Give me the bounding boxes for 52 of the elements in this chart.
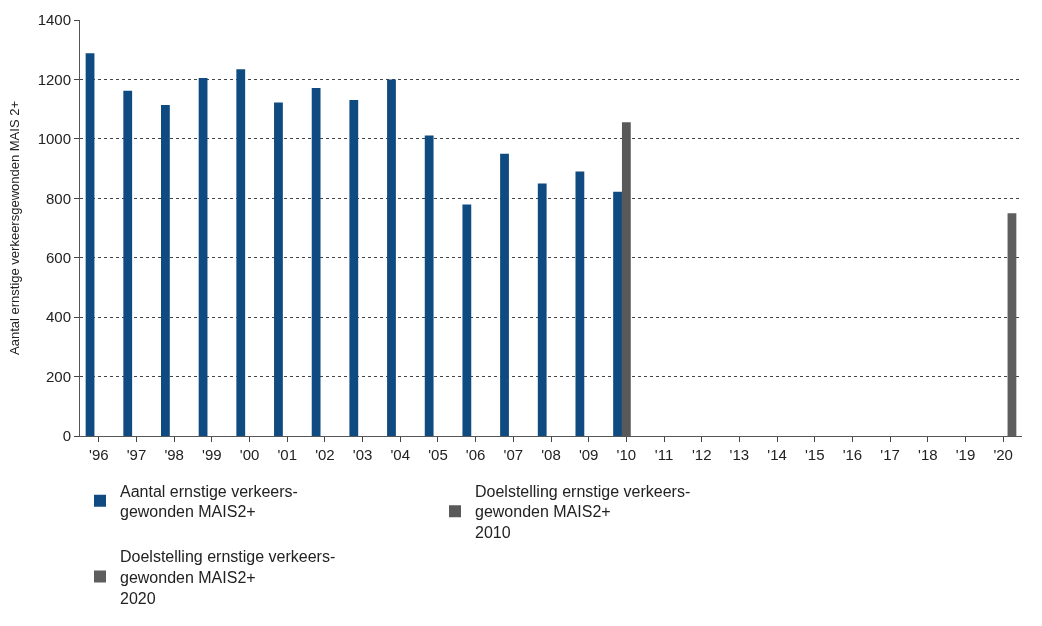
x-tick-label: '11 — [654, 446, 674, 463]
x-tick-label: '01 — [277, 446, 298, 463]
bar — [85, 53, 95, 436]
y-tick-label: 400 — [45, 308, 71, 326]
legend-label: Aantal ernstige verkeers- gewonden MAIS2+ — [120, 482, 298, 521]
x-tick-label: '17 — [880, 446, 900, 463]
y-tick-label: 1200 — [37, 70, 71, 88]
x-tick-label: '99 — [202, 446, 222, 463]
x-tick-label: '09 — [578, 446, 599, 463]
y-tick-label: 600 — [45, 248, 71, 266]
y-tick-label: 1000 — [37, 130, 71, 148]
bar — [613, 191, 622, 436]
bar — [236, 69, 246, 436]
bar — [424, 135, 434, 436]
bar — [537, 183, 547, 436]
x-tick-label: '06 — [465, 446, 486, 463]
x-tick-label: '16 — [842, 446, 863, 463]
x-tick-label: '05 — [428, 446, 448, 463]
bar — [311, 88, 321, 436]
bar — [274, 102, 283, 436]
x-tick-label: '13 — [729, 446, 750, 463]
x-tick-label: '08 — [541, 446, 561, 463]
bar — [500, 153, 509, 436]
legend-label: Doelstelling ernstige verkeers- gewonden MAIS2+ 2010 — [475, 482, 691, 542]
bar — [198, 77, 208, 436]
x-tick-label: '00 — [239, 446, 260, 463]
y-tick-label: 200 — [45, 367, 71, 385]
y-axis-title: Aantal ernstige verkeersgewonden MAIS 2+ — [6, 100, 22, 356]
y-tick-label: 0 — [62, 427, 71, 445]
bar — [387, 79, 396, 436]
x-tick-label: '15 — [804, 446, 825, 463]
bar — [161, 104, 170, 436]
x-tick-label: '04 — [390, 446, 411, 463]
x-tick-label: '07 — [503, 446, 524, 463]
x-tick-label: '19 — [955, 446, 976, 463]
x-tick-label: '97 — [126, 446, 147, 463]
bar — [123, 90, 133, 436]
x-tick-label: '10 — [616, 446, 637, 463]
y-tick-label: 800 — [45, 189, 71, 207]
x-tick-label: '18 — [918, 446, 938, 463]
x-tick-label: '14 — [767, 446, 787, 463]
legend-label: Doelstelling ernstige verkeers- gewonden MAIS2+ 2020 — [120, 547, 336, 607]
bar — [462, 204, 472, 436]
x-tick-label: '03 — [352, 446, 373, 463]
bar — [349, 99, 359, 436]
x-tick-label: '12 — [691, 446, 712, 463]
bar — [575, 171, 585, 436]
x-tick-label: '96 — [89, 446, 109, 463]
y-tick-label: 1400 — [37, 11, 71, 29]
x-tick-label: '98 — [164, 446, 184, 463]
x-tick-label: '02 — [315, 446, 335, 463]
x-tick-label: '20 — [993, 446, 1013, 463]
